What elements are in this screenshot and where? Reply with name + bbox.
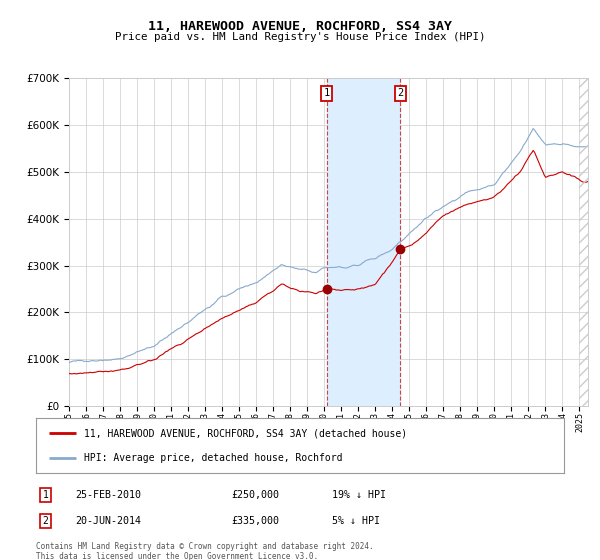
Text: 11, HAREWOOD AVENUE, ROCHFORD, SS4 3AY: 11, HAREWOOD AVENUE, ROCHFORD, SS4 3AY (148, 20, 452, 32)
Text: 1: 1 (43, 490, 49, 500)
Text: 2: 2 (43, 516, 49, 526)
Text: 2: 2 (397, 88, 403, 98)
Bar (580, 78, 588, 406)
Text: 1: 1 (323, 88, 330, 98)
Text: 20-JUN-2014: 20-JUN-2014 (76, 516, 142, 526)
Text: Price paid vs. HM Land Registry's House Price Index (HPI): Price paid vs. HM Land Registry's House … (115, 32, 485, 43)
Text: 19% ↓ HPI: 19% ↓ HPI (332, 490, 386, 500)
Text: HPI: Average price, detached house, Rochford: HPI: Average price, detached house, Roch… (83, 454, 342, 463)
Text: Contains HM Land Registry data © Crown copyright and database right 2024.
This d: Contains HM Land Registry data © Crown c… (36, 542, 374, 560)
Text: 11, HAREWOOD AVENUE, ROCHFORD, SS4 3AY (detached house): 11, HAREWOOD AVENUE, ROCHFORD, SS4 3AY (… (83, 428, 407, 438)
Text: £250,000: £250,000 (232, 490, 280, 500)
Text: 25-FEB-2010: 25-FEB-2010 (76, 490, 142, 500)
Bar (326, 78, 400, 406)
Text: 5% ↓ HPI: 5% ↓ HPI (332, 516, 380, 526)
Text: £335,000: £335,000 (232, 516, 280, 526)
